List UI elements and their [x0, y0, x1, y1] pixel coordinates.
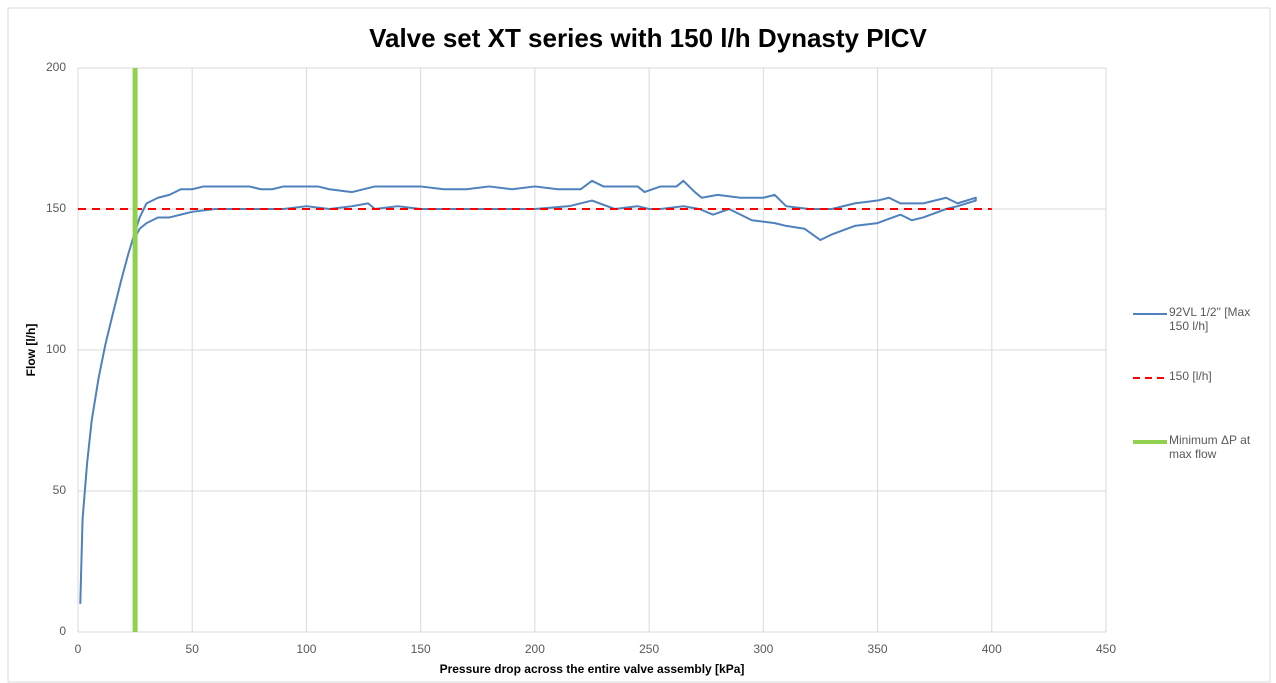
- y-tick-label: 200: [46, 60, 66, 74]
- legend-item: 92VL 1/2" [Max 150 l/h]: [1133, 305, 1273, 349]
- legend-item: Minimum ΔP at max flow: [1133, 433, 1273, 477]
- y-tick-label: 150: [46, 201, 66, 215]
- legend-swatch: [1133, 440, 1167, 444]
- y-tick-label: 100: [46, 342, 66, 356]
- legend-swatch: [1133, 377, 1167, 379]
- legend-label: 150 [l/h]: [1169, 369, 1212, 383]
- x-tick-label: 150: [411, 642, 431, 656]
- x-tick-label: 50: [186, 642, 200, 656]
- legend-label: Minimum ΔP at max flow: [1169, 433, 1251, 461]
- legend-swatch: [1133, 313, 1167, 315]
- x-tick-label: 350: [868, 642, 888, 656]
- y-axis-label: Flow [l/h]: [24, 324, 38, 377]
- legend-item: 150 [l/h]: [1133, 369, 1273, 413]
- x-tick-label: 300: [753, 642, 773, 656]
- x-tick-label: 250: [639, 642, 659, 656]
- y-tick-label: 50: [53, 483, 67, 497]
- y-tick-label: 0: [59, 624, 66, 638]
- chart-border: [7, 7, 1271, 683]
- x-tick-label: 450: [1096, 642, 1116, 656]
- x-tick-label: 100: [296, 642, 316, 656]
- legend: 92VL 1/2" [Max 150 l/h] 150 [l/h] Minimum …: [1133, 305, 1273, 497]
- data-line: [79, 179, 977, 604]
- x-axis-label: Pressure drop across the entire valve as…: [440, 662, 745, 676]
- x-tick-label: 0: [75, 642, 82, 656]
- x-tick-label: 400: [982, 642, 1002, 656]
- chart-title: Valve set XT series with 150 l/h Dynasty…: [369, 23, 927, 53]
- x-tick-label: 200: [525, 642, 545, 656]
- legend-label: 92VL 1/2" [Max 150 l/h]: [1169, 305, 1251, 333]
